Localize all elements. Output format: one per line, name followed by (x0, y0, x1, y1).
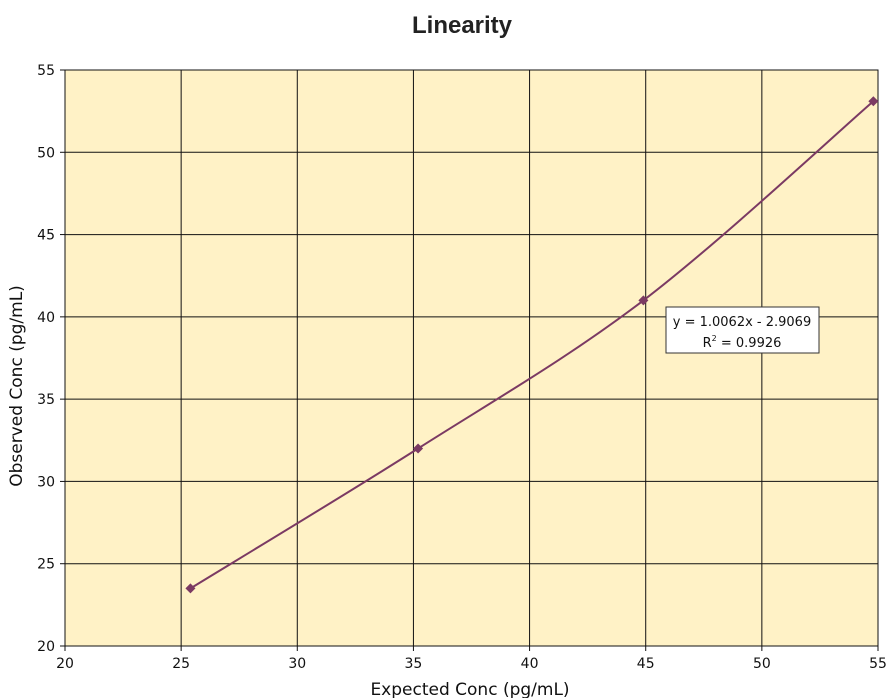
series-line (189, 100, 875, 590)
x-tick-label: 55 (869, 656, 887, 672)
x-axis-label: Expected Conc (pg/mL) (370, 680, 569, 698)
r-squared-number: = 0.9926 (717, 336, 782, 351)
trendline-equation-box: y = 1.0062x - 2.9069 R2 = 0.9926 (665, 306, 820, 354)
y-axis-label: Observed Conc (pg/mL) (7, 285, 27, 487)
equation-box-frame (665, 306, 820, 354)
data-point-marker (868, 96, 879, 107)
y-tick-label: 55 (37, 63, 55, 79)
data-point-marker (638, 295, 649, 306)
x-tick-label: 35 (405, 656, 423, 672)
chart-title: Linearity (412, 12, 513, 39)
data-point-marker (185, 583, 196, 594)
r-squared-superscript: 2 (712, 334, 717, 343)
data-point-marker (413, 443, 424, 454)
r-squared-value: R2 = 0.9926 (703, 334, 782, 351)
x-tick-label: 30 (288, 656, 306, 672)
y-tick-label: 35 (37, 392, 55, 408)
y-tick-label: 40 (37, 310, 55, 326)
x-tick-label: 50 (753, 656, 771, 672)
y-tick-label: 25 (37, 557, 55, 573)
x-tick-label: 45 (637, 656, 655, 672)
plot-area (64, 69, 879, 647)
trendline-equation: y = 1.0062x - 2.9069 (673, 315, 811, 330)
x-tick-label: 40 (521, 656, 539, 672)
x-tick-label: 25 (172, 656, 190, 672)
x-tick-label: 20 (56, 656, 74, 672)
axis-ticks: 20 25 30 35 40 45 50 55 20 25 30 35 40 45 50 55 (37, 63, 887, 672)
y-tick-label: 50 (37, 145, 55, 161)
y-tick-label: 30 (37, 474, 55, 490)
series-layer (185, 96, 879, 594)
y-tick-label: 20 (37, 639, 55, 655)
r-squared-prefix: R (703, 336, 712, 351)
y-tick-label: 45 (37, 228, 55, 244)
